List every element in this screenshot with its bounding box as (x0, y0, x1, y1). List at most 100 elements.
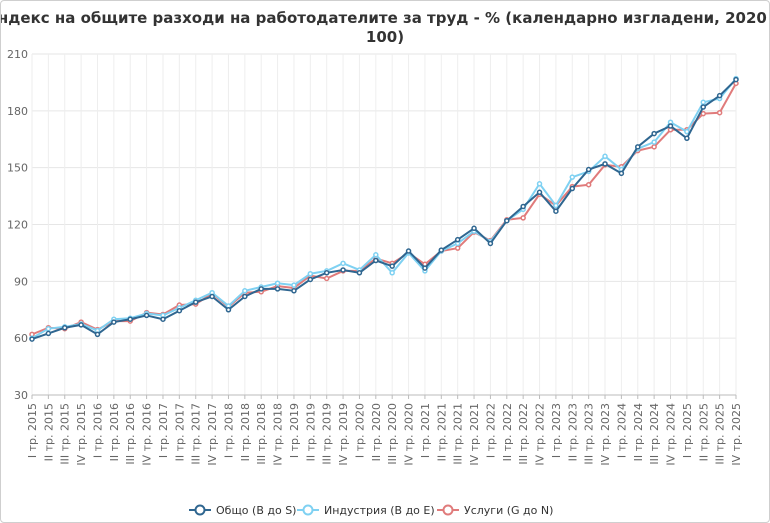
data-point (274, 280, 281, 286)
series-line (31, 82, 737, 336)
series-line (31, 78, 737, 341)
x-tick-label: II тр. 2016 (108, 403, 121, 461)
data-point (29, 336, 35, 342)
data-point (405, 248, 412, 254)
x-tick-label: I тр. 2024 (615, 403, 628, 458)
series-3 (29, 80, 739, 338)
legend[interactable]: Общо (В до S) Индустрия (В до Е) Услуги (G… (189, 504, 553, 517)
x-tick-label: III тр. 2017 (190, 403, 203, 465)
data-point (700, 104, 707, 110)
x-tick-label: IV тр. 2024 (665, 403, 678, 466)
x-tick-label: II тр. 2015 (42, 403, 55, 461)
x-tick-label: III тр. 2020 (386, 403, 399, 465)
data-point (504, 217, 510, 224)
x-tick-label: I тр. 2018 (222, 403, 235, 458)
data-point (143, 312, 150, 319)
data-point (585, 166, 592, 173)
x-tick-label: I тр. 2015 (26, 403, 39, 458)
data-point (716, 109, 723, 116)
data-point (651, 130, 657, 137)
legend-label: Услуги (G до N) (464, 504, 553, 517)
data-point (454, 245, 461, 251)
legend-marker (302, 504, 314, 516)
x-tick-label: III тр. 2023 (583, 403, 596, 465)
data-point (192, 299, 199, 305)
x-tick-label: I тр. 2017 (157, 403, 170, 458)
data-point (225, 307, 232, 313)
data-point (700, 99, 707, 106)
x-tick-label: II тр. 2024 (632, 403, 645, 461)
data-point (307, 276, 314, 283)
x-tick-label: I тр. 2022 (484, 403, 497, 458)
x-tick-label: IV тр. 2015 (75, 403, 88, 466)
chart-title-line-2: 100) (366, 28, 404, 46)
data-point (422, 265, 428, 271)
data-point (716, 92, 723, 99)
data-point (176, 307, 183, 314)
y-tick-label: 30 (14, 389, 28, 402)
data-point (389, 263, 395, 269)
x-tick-label: IV тр. 2018 (272, 403, 285, 466)
data-point (569, 185, 576, 192)
x-tick-label: II тр. 2020 (370, 403, 383, 461)
y-tick-label: 210 (7, 48, 28, 61)
series-line (31, 77, 737, 340)
legend-item-2[interactable]: Индустрия (В до Е) (297, 504, 435, 517)
data-point (536, 189, 543, 196)
y-tick-label: 180 (7, 105, 28, 118)
x-tick-label: II тр. 2023 (566, 403, 579, 461)
x-tick-label: III тр. 2019 (321, 403, 334, 465)
data-point (536, 181, 543, 187)
x-tick-label: I тр. 2020 (353, 403, 366, 458)
x-tick-label: IV тр. 2021 (468, 403, 481, 466)
data-point (242, 288, 248, 294)
data-point (291, 288, 297, 294)
x-tick-label: II тр. 2018 (239, 403, 252, 461)
legend-item-1[interactable]: Общо (В до S) (189, 504, 296, 517)
series-2 (29, 75, 739, 341)
data-point (389, 270, 395, 276)
data-point (160, 316, 166, 322)
x-tick-label: I тр. 2019 (288, 403, 301, 458)
data-point (438, 247, 445, 253)
x-tick-label: IV тр. 2025 (730, 403, 743, 466)
x-tick-label: IV тр. 2019 (337, 403, 350, 466)
data-point (323, 270, 330, 276)
data-point (684, 135, 690, 142)
data-point (323, 275, 330, 282)
data-point (651, 144, 657, 150)
data-point (487, 240, 494, 247)
x-tick-label: II тр. 2017 (173, 403, 186, 461)
data-point (602, 153, 608, 160)
data-point (61, 324, 68, 331)
x-tick-label: III тр. 2022 (517, 403, 530, 465)
legend-item-3[interactable]: Услуги (G до N) (437, 504, 553, 517)
legend-label: Индустрия (В до Е) (324, 504, 435, 517)
x-axis-ticks: I тр. 2015 II тр. 2015 III тр. 2015 IV тр. … (26, 395, 743, 466)
legend-marker (194, 504, 206, 516)
x-tick-label: IV тр. 2022 (534, 403, 547, 466)
grid (31, 53, 737, 396)
legend-marker (442, 504, 454, 516)
data-point (127, 316, 133, 322)
data-point (733, 76, 739, 83)
chart-title-line-1: Индекс на общите разходи на работодатели… (1, 9, 769, 27)
x-tick-label: III тр. 2018 (255, 403, 268, 465)
data-point (700, 110, 707, 117)
x-tick-label: III тр. 2025 (714, 403, 727, 465)
data-point (291, 282, 297, 288)
data-point (651, 139, 657, 145)
x-tick-label: III тр. 2024 (648, 403, 661, 465)
data-point (553, 208, 559, 214)
data-point (373, 257, 379, 264)
x-tick-label: IV тр. 2016 (141, 403, 154, 466)
x-tick-label: II тр. 2022 (501, 403, 514, 461)
data-point (373, 252, 379, 258)
y-axis-ticks: 30 60 90 120 150 180 210 (7, 48, 28, 402)
x-tick-label: II тр. 2019 (304, 403, 317, 461)
data-point (667, 123, 674, 129)
series-lines (29, 75, 739, 342)
x-tick-label: I тр. 2016 (91, 403, 104, 458)
